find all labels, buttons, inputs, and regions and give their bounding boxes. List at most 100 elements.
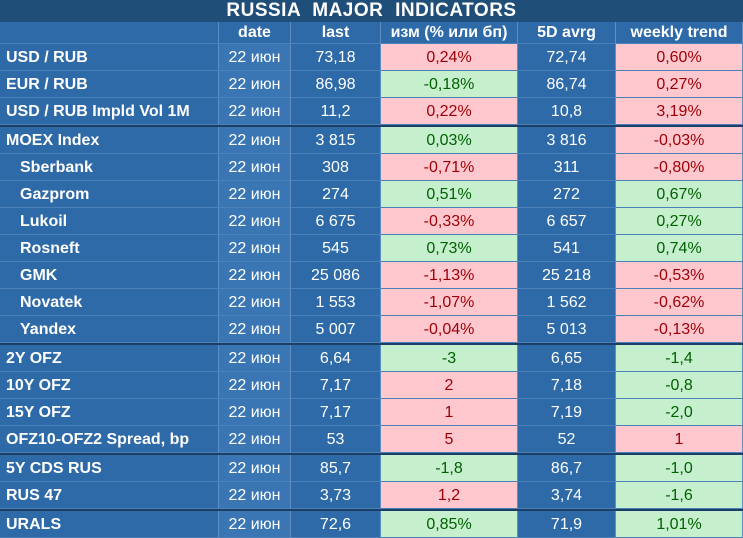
- row-5d-avg: 5 013: [518, 316, 616, 343]
- row-last: 7,17: [291, 372, 381, 399]
- row-date: 22 июн: [219, 44, 291, 71]
- row-weekly-trend: 0,27%: [616, 208, 743, 235]
- row-weekly-trend: 1,01%: [616, 511, 743, 538]
- header-last: last: [291, 22, 381, 44]
- table-title: RUSSIA MAJOR INDICATORS: [0, 0, 743, 22]
- row-last: 3 815: [291, 127, 381, 154]
- row-5d-avg: 541: [518, 235, 616, 262]
- row-date: 22 июн: [219, 289, 291, 316]
- table-row: OFZ10-OFZ2 Spread, bp 22 июн 53 5 52 1: [0, 426, 743, 453]
- row-date: 22 июн: [219, 372, 291, 399]
- row-name: Rosneft: [0, 235, 219, 262]
- row-change: 0,03%: [381, 127, 518, 154]
- row-change: 0,22%: [381, 98, 518, 125]
- row-last: 11,2: [291, 98, 381, 125]
- header-name: [0, 22, 219, 44]
- row-name: 15Y OFZ: [0, 399, 219, 426]
- row-last: 53: [291, 426, 381, 453]
- header-5d-avg: 5D avrg: [518, 22, 616, 44]
- row-5d-avg: 272: [518, 181, 616, 208]
- table-row: USD / RUB Impld Vol 1M 22 июн 11,2 0,22% 10,…: [0, 98, 743, 125]
- row-date: 22 июн: [219, 235, 291, 262]
- row-weekly-trend: -2,0: [616, 399, 743, 426]
- table-row: Lukoil 22 июн 6 675 -0,33% 6 657 0,27%: [0, 208, 743, 235]
- table-row: 15Y OFZ 22 июн 7,17 1 7,19 -2,0: [0, 399, 743, 426]
- table-row: URALS 22 июн 72,6 0,85% 71,9 1,01%: [0, 509, 743, 538]
- row-date: 22 июн: [219, 399, 291, 426]
- row-weekly-trend: 0,27%: [616, 71, 743, 98]
- row-name: Yandex: [0, 316, 219, 343]
- row-5d-avg: 311: [518, 154, 616, 181]
- row-weekly-trend: 3,19%: [616, 98, 743, 125]
- row-name: OFZ10-OFZ2 Spread, bp: [0, 426, 219, 453]
- row-last: 73,18: [291, 44, 381, 71]
- row-5d-avg: 3 816: [518, 127, 616, 154]
- row-change: 2: [381, 372, 518, 399]
- row-change: 0,85%: [381, 511, 518, 538]
- row-name: EUR / RUB: [0, 71, 219, 98]
- row-last: 1 553: [291, 289, 381, 316]
- row-weekly-trend: 0,74%: [616, 235, 743, 262]
- row-weekly-trend: -0,13%: [616, 316, 743, 343]
- row-date: 22 июн: [219, 316, 291, 343]
- row-change: 1: [381, 399, 518, 426]
- row-change: 5: [381, 426, 518, 453]
- row-change: 0,24%: [381, 44, 518, 71]
- row-weekly-trend: 1: [616, 426, 743, 453]
- row-change: -0,71%: [381, 154, 518, 181]
- row-weekly-trend: -1,6: [616, 482, 743, 509]
- row-date: 22 июн: [219, 426, 291, 453]
- row-weekly-trend: -0,8: [616, 372, 743, 399]
- row-name: RUS 47: [0, 482, 219, 509]
- row-5d-avg: 25 218: [518, 262, 616, 289]
- table-row: Sberbank 22 июн 308 -0,71% 311 -0,80%: [0, 154, 743, 181]
- table-row: Gazprom 22 июн 274 0,51% 272 0,67%: [0, 181, 743, 208]
- row-5d-avg: 3,74: [518, 482, 616, 509]
- row-last: 6,64: [291, 345, 381, 372]
- row-change: -1,07%: [381, 289, 518, 316]
- row-date: 22 июн: [219, 98, 291, 125]
- row-date: 22 июн: [219, 127, 291, 154]
- row-change: 1,2: [381, 482, 518, 509]
- row-last: 545: [291, 235, 381, 262]
- row-change: -3: [381, 345, 518, 372]
- row-weekly-trend: 0,60%: [616, 44, 743, 71]
- row-date: 22 июн: [219, 154, 291, 181]
- row-date: 22 июн: [219, 455, 291, 482]
- row-5d-avg: 7,19: [518, 399, 616, 426]
- table-row: Yandex 22 июн 5 007 -0,04% 5 013 -0,13%: [0, 316, 743, 343]
- row-name: USD / RUB: [0, 44, 219, 71]
- table-row: MOEX Index 22 июн 3 815 0,03% 3 816 -0,03%: [0, 125, 743, 154]
- row-name: 10Y OFZ: [0, 372, 219, 399]
- row-name: 5Y CDS RUS: [0, 455, 219, 482]
- row-weekly-trend: 0,67%: [616, 181, 743, 208]
- header-weekly-trend: weekly trend: [616, 22, 743, 44]
- header-date: date: [219, 22, 291, 44]
- row-5d-avg: 52: [518, 426, 616, 453]
- row-name: 2Y OFZ: [0, 345, 219, 372]
- row-date: 22 июн: [219, 71, 291, 98]
- row-last: 85,7: [291, 455, 381, 482]
- row-5d-avg: 1 562: [518, 289, 616, 316]
- row-5d-avg: 71,9: [518, 511, 616, 538]
- row-last: 72,6: [291, 511, 381, 538]
- row-date: 22 июн: [219, 345, 291, 372]
- table-row: 10Y OFZ 22 июн 7,17 2 7,18 -0,8: [0, 372, 743, 399]
- table-row: 2Y OFZ 22 июн 6,64 -3 6,65 -1,4: [0, 343, 743, 372]
- row-weekly-trend: -0,53%: [616, 262, 743, 289]
- row-last: 274: [291, 181, 381, 208]
- table-row: GMK 22 июн 25 086 -1,13% 25 218 -0,53%: [0, 262, 743, 289]
- table-row: 5Y CDS RUS 22 июн 85,7 -1,8 86,7 -1,0: [0, 453, 743, 482]
- row-date: 22 июн: [219, 208, 291, 235]
- row-date: 22 июн: [219, 262, 291, 289]
- row-last: 86,98: [291, 71, 381, 98]
- row-weekly-trend: -0,62%: [616, 289, 743, 316]
- table-row: Rosneft 22 июн 545 0,73% 541 0,74%: [0, 235, 743, 262]
- row-5d-avg: 6,65: [518, 345, 616, 372]
- table-row: Novatek 22 июн 1 553 -1,07% 1 562 -0,62%: [0, 289, 743, 316]
- row-name: GMK: [0, 262, 219, 289]
- table-row: USD / RUB 22 июн 73,18 0,24% 72,74 0,60%: [0, 44, 743, 71]
- row-weekly-trend: -0,80%: [616, 154, 743, 181]
- row-date: 22 июн: [219, 181, 291, 208]
- row-name: MOEX Index: [0, 127, 219, 154]
